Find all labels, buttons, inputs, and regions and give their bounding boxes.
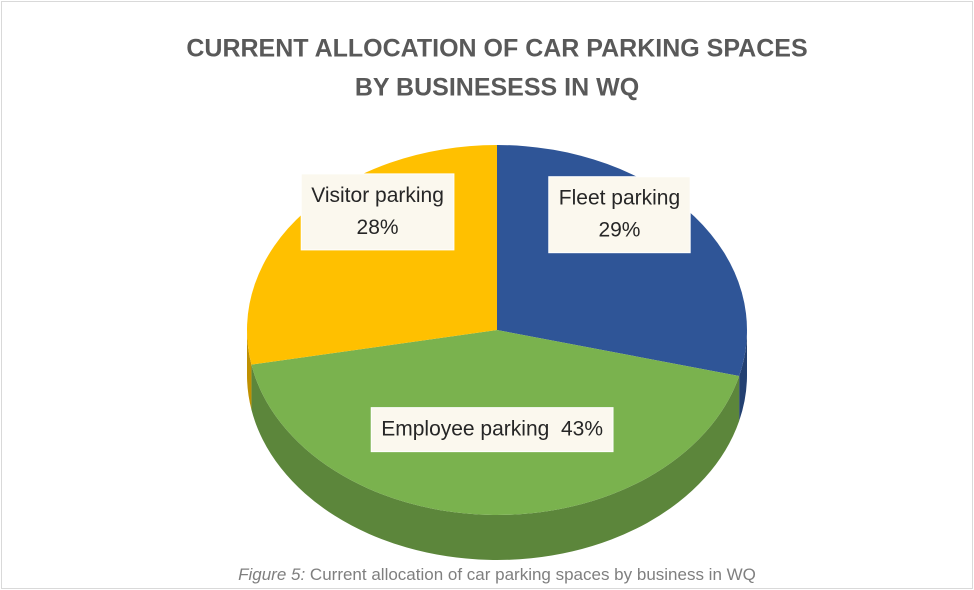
pie: Fleet parking 29% Employee parking 43% Visi… [247, 145, 747, 561]
data-label: Visitor parking [311, 183, 444, 206]
data-label: 28% [357, 215, 399, 238]
data-label-value: 29% [598, 218, 640, 241]
data-label-box [300, 173, 455, 251]
data-label-box [370, 407, 614, 453]
data-label-category: Fleet parking [559, 186, 680, 209]
caption-text: Current allocation of car parking spaces… [310, 565, 756, 584]
data-label: Fleet parking [559, 186, 680, 209]
slice-side [247, 330, 252, 410]
data-label-category: Employee parking [381, 417, 561, 440]
data-label: 29% [598, 218, 640, 241]
data-label-box [548, 176, 691, 254]
chart-title: BY BUSINESESS IN WQ [355, 74, 639, 102]
data-label-category: Visitor parking [311, 183, 444, 206]
data-label: Employee parking 43% [381, 417, 603, 440]
caption: Figure 5: Current allocation of car park… [238, 565, 756, 584]
caption-label: Figure 5: [238, 565, 305, 584]
chart-title: CURRENT ALLOCATION OF CAR PARKING SPACES [186, 35, 807, 63]
slice-side [251, 364, 740, 561]
data-label-value: 43% [561, 417, 603, 440]
data-label-value: 28% [357, 215, 399, 238]
slice-side [739, 330, 747, 422]
